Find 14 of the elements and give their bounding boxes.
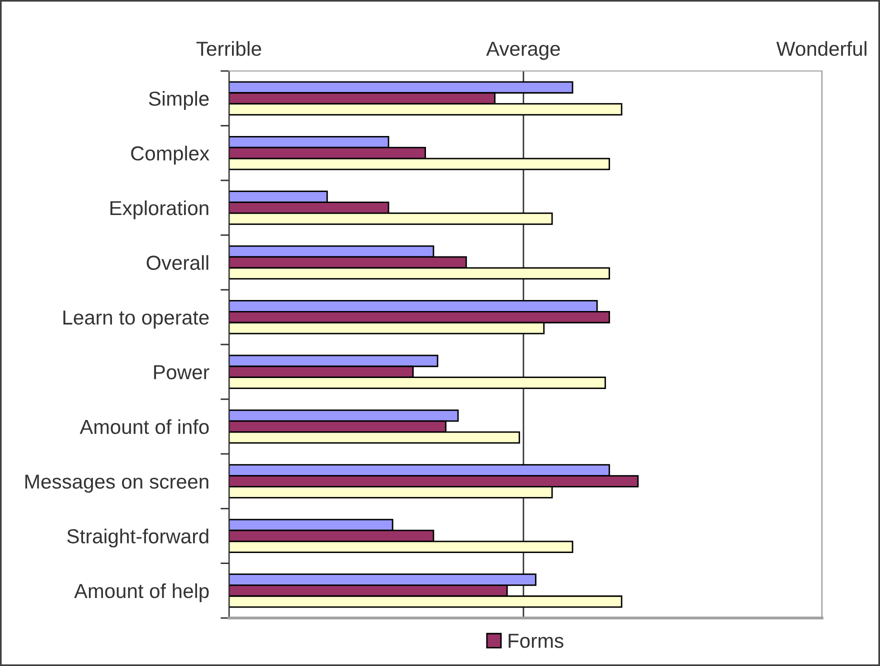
y-tick-label: Exploration [110,200,208,220]
legend-label: Forms [508,634,564,648]
y-tick-label: Complex [131,146,210,165]
y-tick-label: Learn to operate [63,310,209,329]
ref-line-label: Average [486,42,560,60]
y-tick-label: Overall [146,255,208,270]
y-tick-label: Messages on screen [25,474,208,493]
y-tick-label: Straight-forward [67,528,208,548]
ref-line-label: Wonderful [776,41,866,56]
y-tick-label: Power [154,365,210,380]
y-tick-label: Simple [148,91,209,110]
y-tick-label: Amount of info [80,419,209,434]
ref-line-label: Terrible [196,41,262,56]
y-tick-label: Amount of help [74,583,209,602]
